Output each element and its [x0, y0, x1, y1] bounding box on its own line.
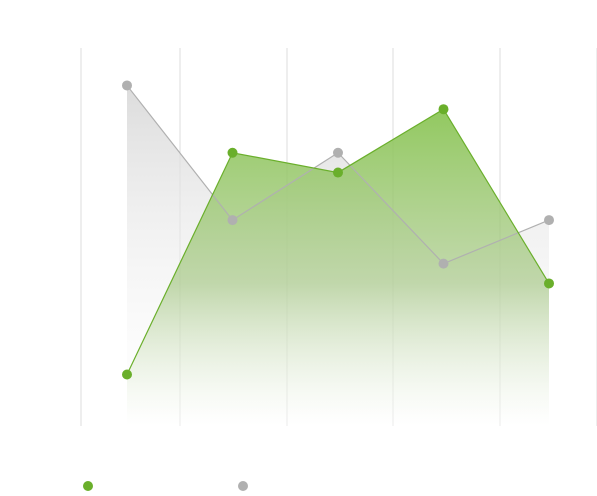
legend	[0, 476, 597, 496]
series-points	[122, 80, 554, 380]
point-series-2-1[interactable]	[122, 80, 132, 91]
series-areas	[127, 85, 549, 426]
point-series-2-2[interactable]	[227, 215, 238, 226]
legend-item-series-1[interactable]	[83, 476, 99, 496]
point-series-2-4[interactable]	[438, 258, 449, 269]
legend-swatch-series-1	[83, 481, 93, 491]
area-series-1	[127, 109, 549, 426]
point-series-2-5[interactable]	[544, 215, 554, 226]
point-series-1-5[interactable]	[544, 278, 554, 289]
point-series-1-3[interactable]	[333, 167, 343, 178]
legend-swatch-series-2	[238, 481, 248, 491]
point-series-1-4[interactable]	[438, 104, 449, 115]
legend-item-series-2[interactable]	[238, 476, 254, 496]
point-series-1-2[interactable]	[227, 147, 238, 158]
point-series-2-3[interactable]	[333, 147, 343, 158]
point-series-1-1[interactable]	[122, 369, 132, 380]
